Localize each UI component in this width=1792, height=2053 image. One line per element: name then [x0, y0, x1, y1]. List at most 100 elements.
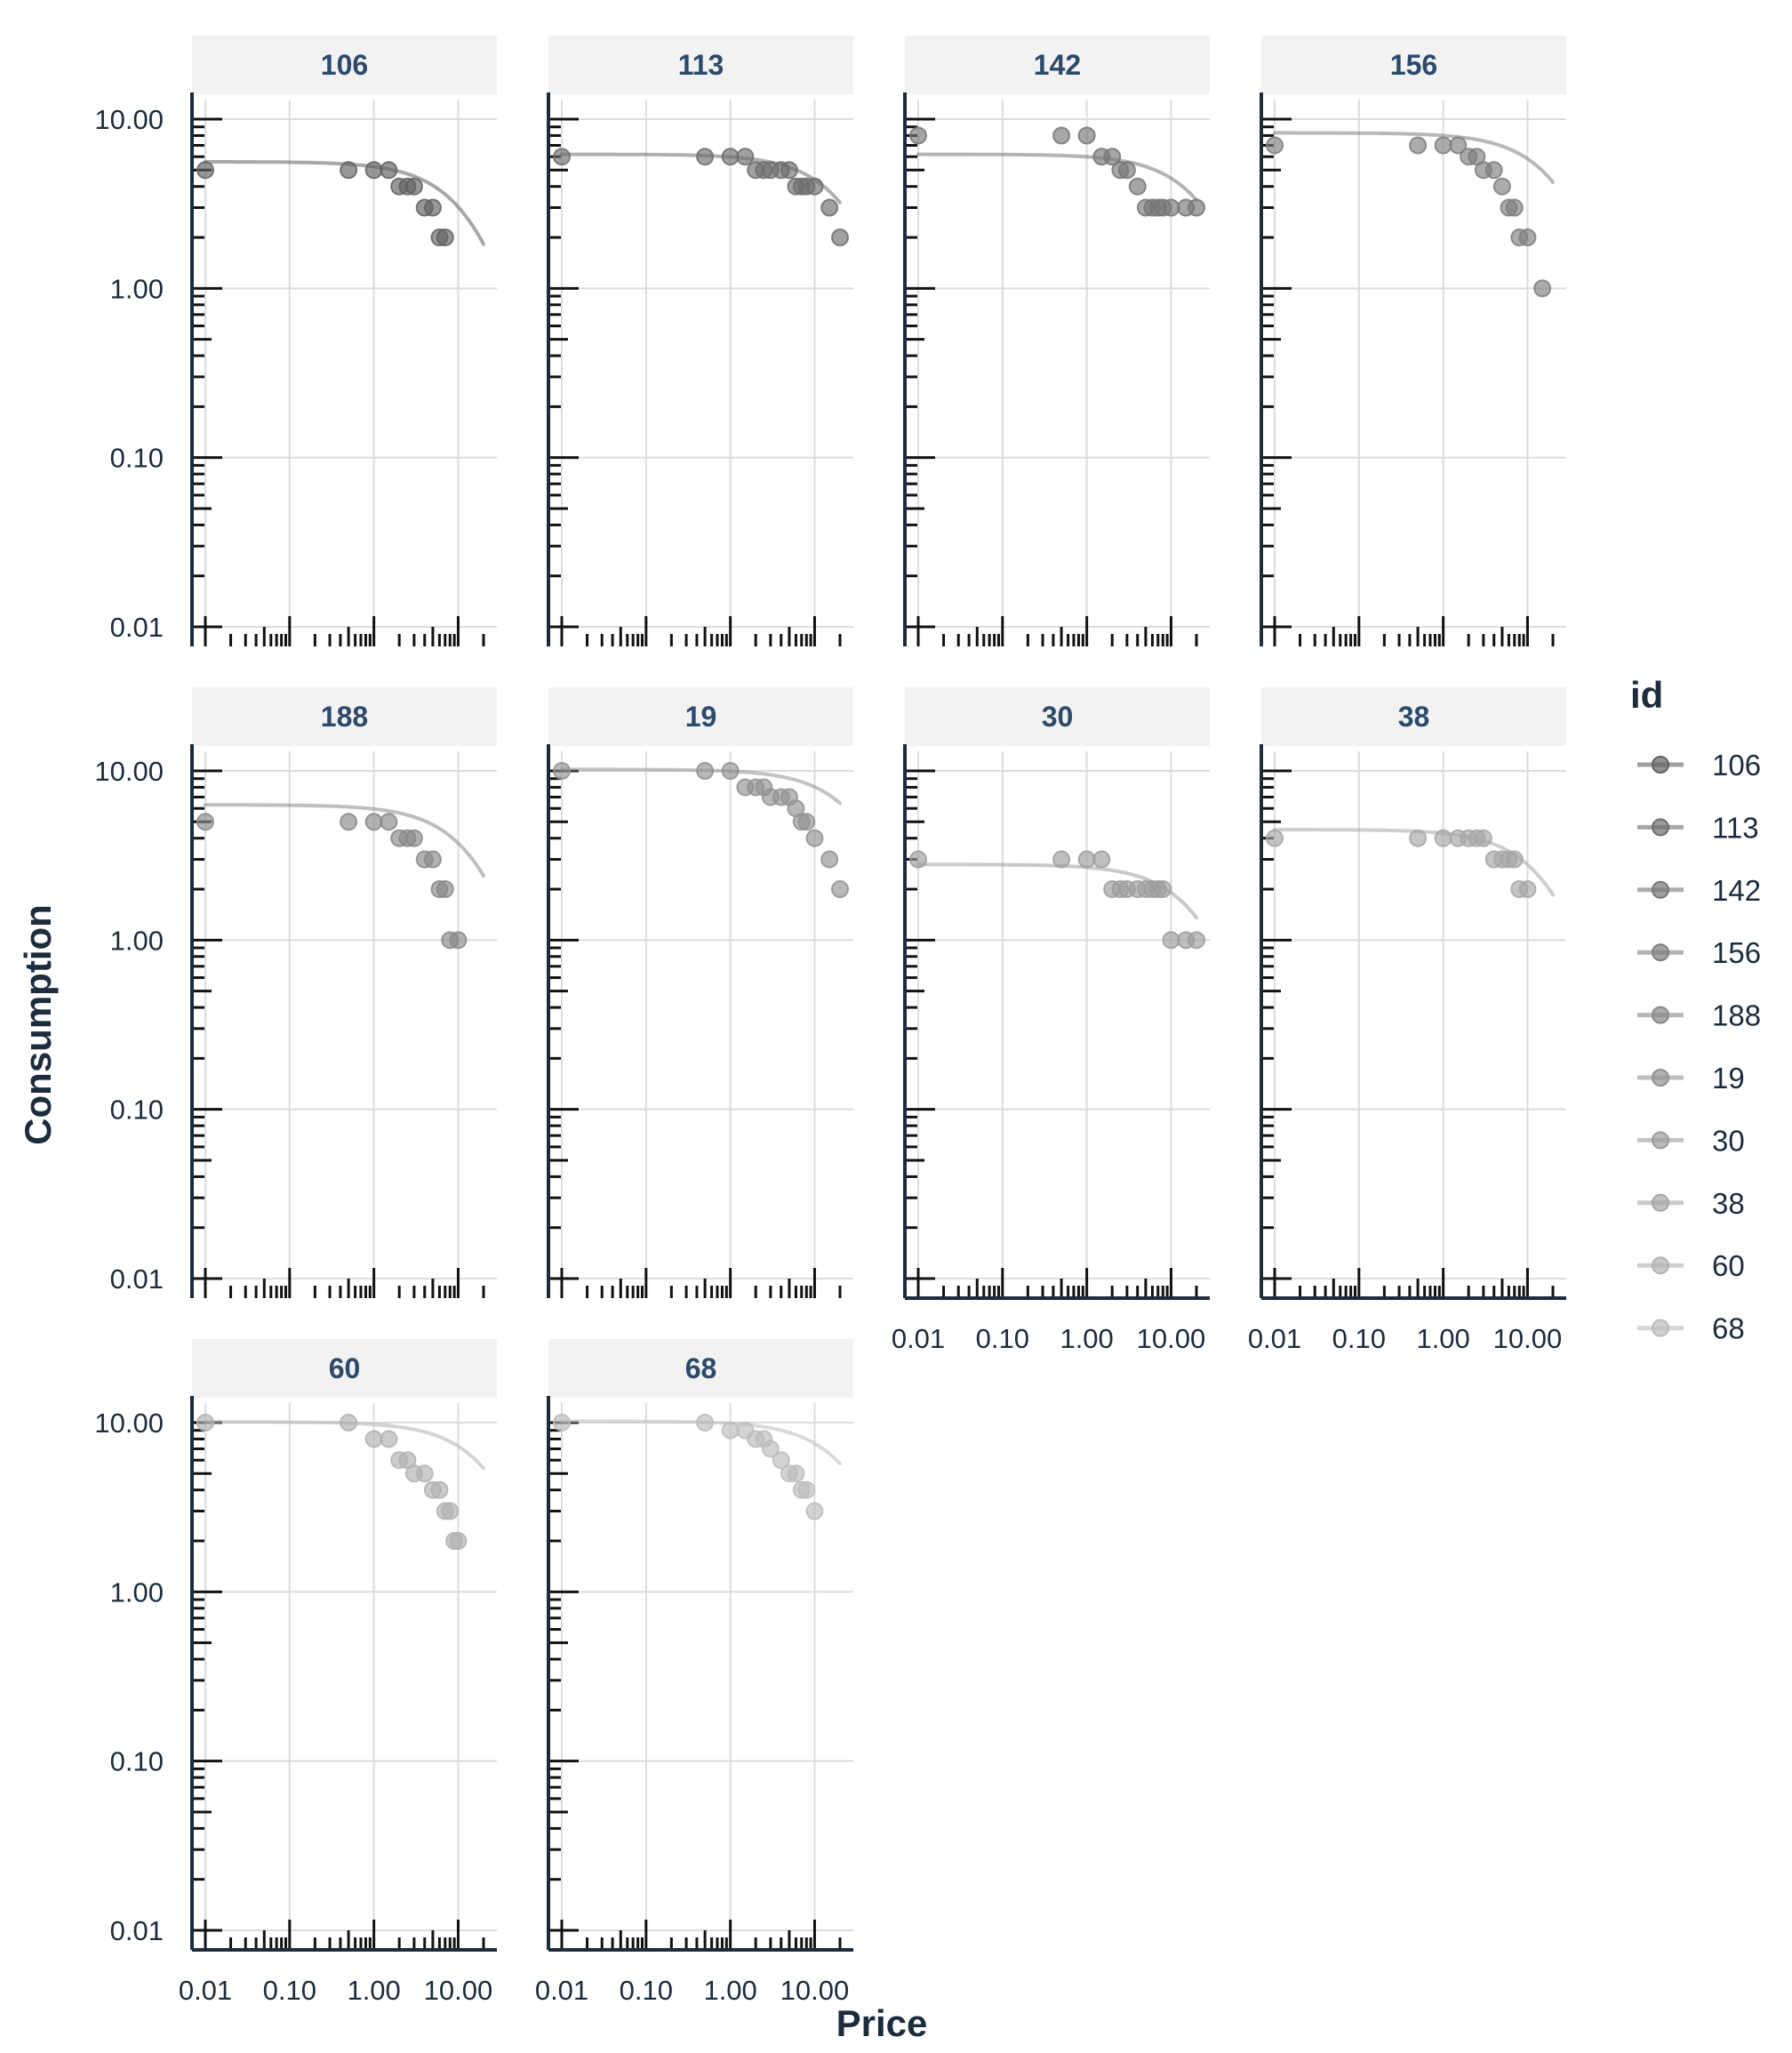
legend-key-point [1652, 880, 1669, 899]
panel-106: 106 0.01 0.10 1.00 10.00 [94, 36, 497, 646]
x-tick-label: 0.10 [263, 1975, 316, 2006]
data-point [1266, 136, 1284, 155]
data-point [1188, 198, 1205, 217]
facet-strip-label: 106 [321, 49, 368, 81]
x-tick-label: 0.01 [892, 1323, 945, 1354]
data-point [805, 1502, 824, 1520]
legend-entry-label: 142 [1712, 874, 1761, 907]
facet-strip [192, 36, 497, 94]
panel-38: 38 0.01 0.10 1.00 10.00 [1248, 687, 1566, 1354]
data-point [1103, 148, 1122, 166]
fit-curve [916, 152, 1198, 202]
x-tick-label: 0.10 [1332, 1323, 1386, 1354]
data-point [797, 1480, 816, 1499]
data-point [736, 148, 755, 166]
facet-strip-label: 113 [678, 49, 724, 81]
legend-entry-label: 60 [1712, 1249, 1745, 1282]
facet-strip-label: 60 [329, 1352, 361, 1384]
data-point [1434, 829, 1452, 847]
data-point [1474, 829, 1492, 847]
data-point [1052, 850, 1071, 869]
data-point [415, 1464, 434, 1483]
facet-strip [192, 687, 497, 746]
y-tick-label: 10.00 [94, 756, 164, 787]
data-point [831, 229, 849, 247]
data-point [1162, 198, 1180, 217]
fit-curve [204, 803, 485, 878]
x-tick-label: 10.00 [1137, 1323, 1206, 1354]
data-point [1518, 880, 1537, 899]
y-axis-title: Consumption [17, 904, 59, 1145]
data-point [436, 880, 454, 899]
data-point [404, 829, 423, 847]
x-tick-label: 1.00 [1416, 1323, 1469, 1354]
y-tick-label: 0.01 [110, 1915, 164, 1946]
x-tick-label: 0.01 [1248, 1323, 1301, 1354]
data-point [1117, 161, 1136, 180]
facet-strip-label: 156 [1390, 49, 1437, 81]
facet-strip [1261, 36, 1566, 94]
x-tick-label: 10.00 [1493, 1323, 1563, 1354]
data-point [787, 1464, 805, 1483]
data-point [1154, 880, 1172, 899]
data-point [404, 177, 423, 196]
data-point [805, 829, 824, 847]
data-point [441, 1502, 460, 1520]
facet-strip-label: 19 [685, 701, 717, 733]
data-point [364, 813, 383, 831]
panel-188: 188 0.01 0.10 1.00 10.00 [94, 687, 497, 1298]
legend-entry-label: 156 [1712, 936, 1761, 969]
legend-key-point [1652, 756, 1669, 774]
panel-19: 19 [547, 687, 853, 1298]
data-point [423, 850, 442, 869]
legend-title: id [1630, 674, 1663, 716]
legend-key-point [1652, 1006, 1669, 1024]
data-point [340, 813, 358, 831]
x-tick-label: 0.10 [976, 1323, 1029, 1354]
y-tick-label: 0.10 [110, 1095, 164, 1126]
data-point [831, 880, 849, 899]
facet-strip-label: 38 [1398, 701, 1430, 733]
y-tick-label: 0.10 [110, 1746, 164, 1777]
data-point [449, 931, 468, 950]
facet-strip [1261, 687, 1566, 746]
data-point [196, 813, 214, 831]
data-point [1409, 136, 1428, 155]
x-tick-label: 10.00 [780, 1975, 850, 2006]
y-tick-label: 1.00 [110, 1576, 164, 1608]
facet-strip [905, 687, 1210, 746]
y-tick-label: 0.01 [110, 1263, 164, 1295]
data-point [780, 161, 798, 180]
data-point [1128, 177, 1147, 196]
data-point [909, 126, 927, 145]
panel-60: 60 0.01 0.10 1.00 10.00 0.01 0.10 1.00 10.00 [94, 1339, 497, 2006]
legend-key-point [1652, 943, 1669, 962]
data-point [1505, 850, 1524, 869]
legend-entry-label: 113 [1712, 811, 1759, 844]
data-point [1492, 177, 1511, 196]
facet-strip [905, 36, 1210, 94]
legend-entry-label: 19 [1712, 1062, 1745, 1095]
y-tick-label: 0.01 [110, 612, 164, 643]
data-point [380, 1430, 398, 1448]
panel-156: 156 [1260, 36, 1566, 646]
legend-key-point [1652, 818, 1669, 837]
legend-key-point [1652, 1193, 1669, 1212]
data-point [1434, 136, 1452, 155]
panel-68: 68 0.01 0.10 1.00 10.00 [535, 1339, 853, 2006]
panel-113: 113 [547, 36, 853, 646]
legend: id 106 113 142 156 188 19 30 38 60 68 [1630, 674, 1761, 1345]
panel-30: 30 0.01 0.10 1.00 10.00 [892, 687, 1210, 1354]
legend-entry-label: 188 [1712, 999, 1761, 1032]
data-point [761, 1440, 780, 1458]
data-point [772, 1451, 790, 1470]
x-tick-label: 10.00 [424, 1975, 493, 2006]
data-point [423, 198, 442, 217]
legend-key-point [1652, 1256, 1669, 1275]
y-tick-label: 1.00 [110, 273, 164, 304]
data-point [696, 1414, 715, 1431]
legend-key-point [1652, 1069, 1669, 1087]
legend-key-point [1652, 1131, 1669, 1150]
facet-strip-label: 30 [1042, 701, 1074, 733]
